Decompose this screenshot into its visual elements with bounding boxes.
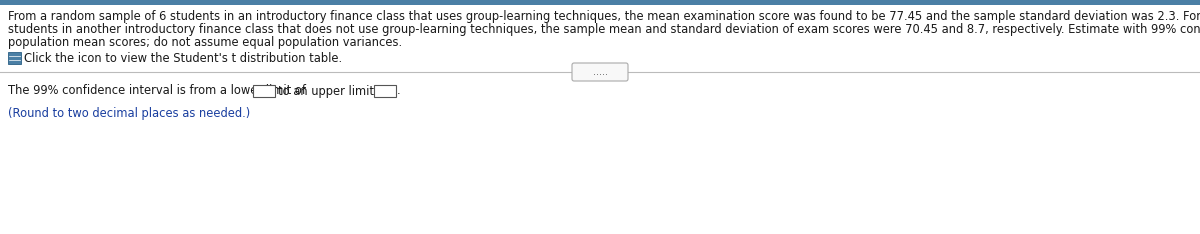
Text: (Round to two decimal places as needed.): (Round to two decimal places as needed.) xyxy=(8,107,251,120)
Text: students in another introductory finance class that does not use group-learning : students in another introductory finance… xyxy=(8,23,1200,36)
Bar xyxy=(374,85,396,97)
FancyBboxPatch shape xyxy=(572,63,628,81)
Text: The 99% confidence interval is from a lower limit of: The 99% confidence interval is from a lo… xyxy=(8,84,306,98)
Text: .....: ..... xyxy=(593,67,607,77)
Text: Click the icon to view the Student's t distribution table.: Click the icon to view the Student's t d… xyxy=(24,52,342,65)
Text: From a random sample of 6 students in an introductory finance class that uses gr: From a random sample of 6 students in an… xyxy=(8,10,1200,23)
Text: .: . xyxy=(397,84,401,98)
Bar xyxy=(8,52,22,64)
Text: to an upper limit of: to an upper limit of xyxy=(278,84,389,98)
Bar xyxy=(253,85,275,97)
Bar xyxy=(0,0,1200,5)
Text: population mean scores; do not assume equal population variances.: population mean scores; do not assume eq… xyxy=(8,36,402,49)
